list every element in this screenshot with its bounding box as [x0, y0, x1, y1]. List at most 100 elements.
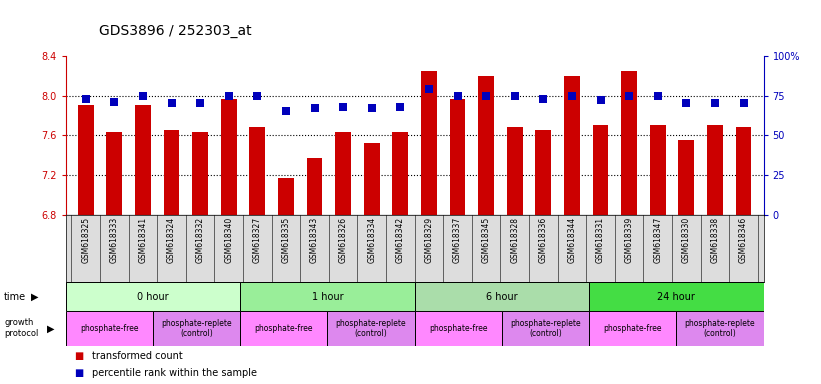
Bar: [479, 76, 494, 215]
Text: phosphate-replete
(control): phosphate-replete (control): [336, 319, 406, 338]
Text: GSM618337: GSM618337: [453, 217, 462, 263]
Text: transformed count: transformed count: [92, 351, 183, 361]
Point: [622, 93, 635, 99]
Point: [479, 93, 493, 99]
Point: [566, 93, 579, 99]
Bar: [589, 282, 764, 311]
Point: [422, 86, 435, 92]
Text: GSM618331: GSM618331: [596, 217, 605, 263]
Bar: [589, 311, 677, 346]
Bar: [135, 106, 151, 215]
Point: [136, 93, 149, 99]
Bar: [421, 71, 437, 215]
Text: phosphate-free: phosphate-free: [603, 324, 662, 333]
Text: GSM618341: GSM618341: [139, 217, 148, 263]
Bar: [306, 158, 323, 215]
Text: GDS3896 / 252303_at: GDS3896 / 252303_at: [99, 25, 251, 38]
Text: 6 hour: 6 hour: [486, 291, 518, 302]
Text: GSM618338: GSM618338: [710, 217, 719, 263]
Text: GSM618326: GSM618326: [338, 217, 347, 263]
Text: 24 hour: 24 hour: [658, 291, 695, 302]
Point: [709, 101, 722, 107]
Bar: [221, 99, 236, 215]
Point: [279, 108, 292, 114]
Text: GSM618344: GSM618344: [567, 217, 576, 263]
Text: GSM618345: GSM618345: [482, 217, 491, 263]
Text: phosphate-replete
(control): phosphate-replete (control): [161, 319, 232, 338]
Text: GSM618334: GSM618334: [367, 217, 376, 263]
Bar: [192, 132, 208, 215]
Text: ■: ■: [74, 351, 83, 361]
Text: GSM618336: GSM618336: [539, 217, 548, 263]
Point: [222, 93, 236, 99]
Text: ▶: ▶: [47, 323, 54, 333]
Point: [594, 97, 607, 103]
Bar: [278, 178, 294, 215]
Text: GSM618340: GSM618340: [224, 217, 233, 263]
Point: [651, 93, 664, 99]
Text: phosphate-free: phosphate-free: [80, 324, 139, 333]
Point: [79, 96, 92, 102]
Bar: [415, 282, 589, 311]
Text: GSM618324: GSM618324: [167, 217, 176, 263]
Text: GSM618333: GSM618333: [110, 217, 119, 263]
Text: GSM618346: GSM618346: [739, 217, 748, 263]
Point: [194, 101, 207, 107]
Bar: [677, 311, 764, 346]
Bar: [163, 131, 179, 215]
Text: GSM618327: GSM618327: [253, 217, 262, 263]
Text: 0 hour: 0 hour: [137, 291, 169, 302]
Text: GSM618335: GSM618335: [282, 217, 291, 263]
Bar: [153, 311, 241, 346]
Bar: [621, 71, 637, 215]
Text: GSM618342: GSM618342: [396, 217, 405, 263]
Bar: [66, 311, 153, 346]
Bar: [364, 143, 379, 215]
Bar: [564, 76, 580, 215]
Point: [165, 101, 178, 107]
Bar: [450, 99, 466, 215]
Point: [508, 93, 521, 99]
Bar: [736, 127, 751, 215]
Bar: [328, 311, 415, 346]
Bar: [502, 311, 589, 346]
Bar: [392, 132, 408, 215]
Bar: [707, 126, 722, 215]
Text: GSM618339: GSM618339: [625, 217, 634, 263]
Bar: [678, 140, 695, 215]
Point: [537, 96, 550, 102]
Text: GSM618329: GSM618329: [424, 217, 433, 263]
Bar: [66, 282, 241, 311]
Point: [108, 99, 121, 105]
Bar: [78, 106, 94, 215]
Bar: [415, 311, 502, 346]
Text: ■: ■: [74, 368, 83, 378]
Bar: [650, 126, 666, 215]
Bar: [593, 126, 608, 215]
Bar: [535, 131, 551, 215]
Point: [308, 105, 321, 111]
Bar: [250, 127, 265, 215]
Point: [451, 93, 464, 99]
Bar: [241, 282, 415, 311]
Bar: [241, 311, 328, 346]
Bar: [507, 127, 523, 215]
Text: ▶: ▶: [31, 291, 39, 302]
Point: [680, 101, 693, 107]
Text: GSM618325: GSM618325: [81, 217, 90, 263]
Text: GSM618328: GSM618328: [510, 217, 519, 263]
Text: GSM618332: GSM618332: [195, 217, 204, 263]
Point: [365, 105, 378, 111]
Text: phosphate-free: phosphate-free: [429, 324, 488, 333]
Text: phosphate-replete
(control): phosphate-replete (control): [685, 319, 755, 338]
Text: GSM618343: GSM618343: [310, 217, 319, 263]
Bar: [107, 132, 122, 215]
Point: [737, 101, 750, 107]
Text: percentile rank within the sample: percentile rank within the sample: [92, 368, 257, 378]
Text: phosphate-replete
(control): phosphate-replete (control): [510, 319, 580, 338]
Point: [394, 104, 407, 110]
Bar: [335, 132, 351, 215]
Point: [337, 104, 350, 110]
Text: growth
protocol: growth protocol: [4, 318, 39, 338]
Text: GSM618330: GSM618330: [681, 217, 690, 263]
